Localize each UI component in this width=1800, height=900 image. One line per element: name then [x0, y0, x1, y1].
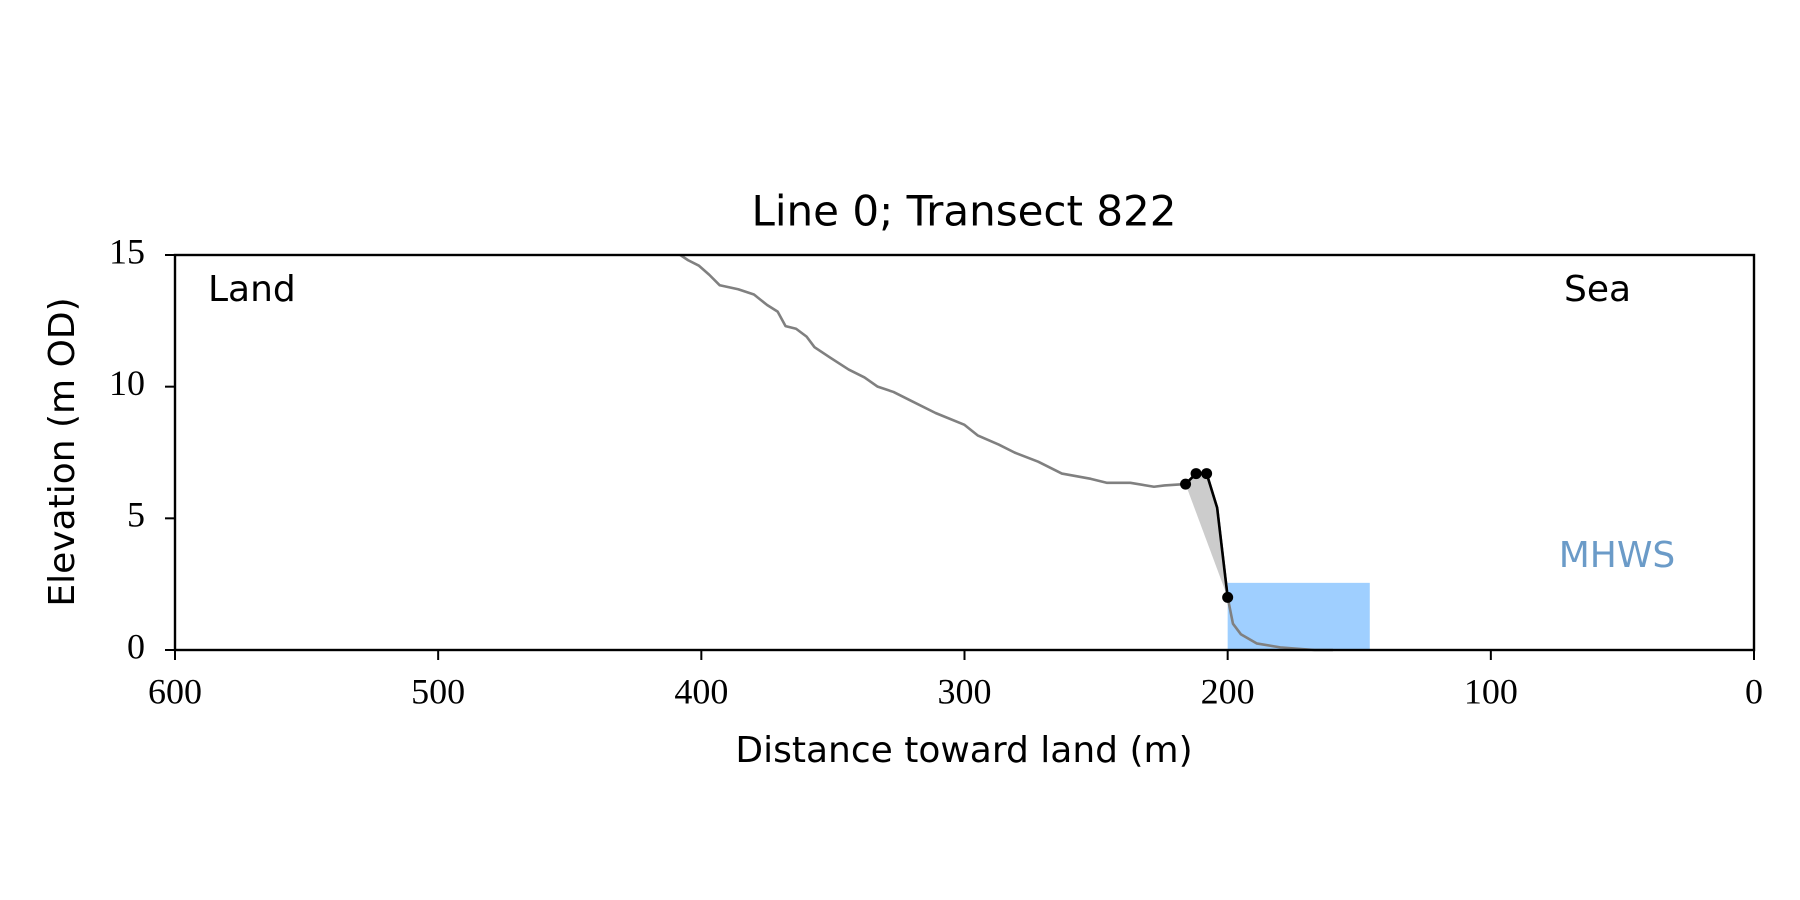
marker [1201, 468, 1213, 480]
x-tick-label: 400 [674, 671, 728, 711]
marker [1222, 591, 1234, 603]
annotation: Land [208, 269, 296, 310]
y-tick-label: 15 [109, 231, 145, 271]
mhws-label: MHWS [1559, 535, 1676, 576]
plot-area: MHWS 600 500 400 300 200 100 0 0 5 10 15 [109, 231, 1763, 711]
x-tick-label: 100 [1464, 671, 1518, 711]
y-tick-label: 5 [127, 495, 145, 535]
x-axis-label: Distance toward land (m) [735, 730, 1192, 771]
mhws-band [1227, 582, 1370, 650]
x-tick-label: 200 [1201, 671, 1255, 711]
y-tick-label: 10 [109, 363, 145, 403]
marker [1190, 468, 1202, 480]
annotation: Sea [1564, 269, 1631, 310]
axes-frame [173, 253, 1756, 652]
x-tick-label: 300 [938, 671, 992, 711]
x-tick-label: 500 [411, 671, 465, 711]
marker [1180, 478, 1192, 490]
y-tick-label: 0 [127, 626, 145, 666]
chart-title: Line 0; Transect 822 [751, 187, 1176, 236]
x-tick-label: 0 [1745, 671, 1763, 711]
x-tick-label: 600 [148, 671, 202, 711]
cliff-fill [1185, 473, 1228, 598]
y-axis-label: Elevation (m OD) [42, 297, 83, 606]
